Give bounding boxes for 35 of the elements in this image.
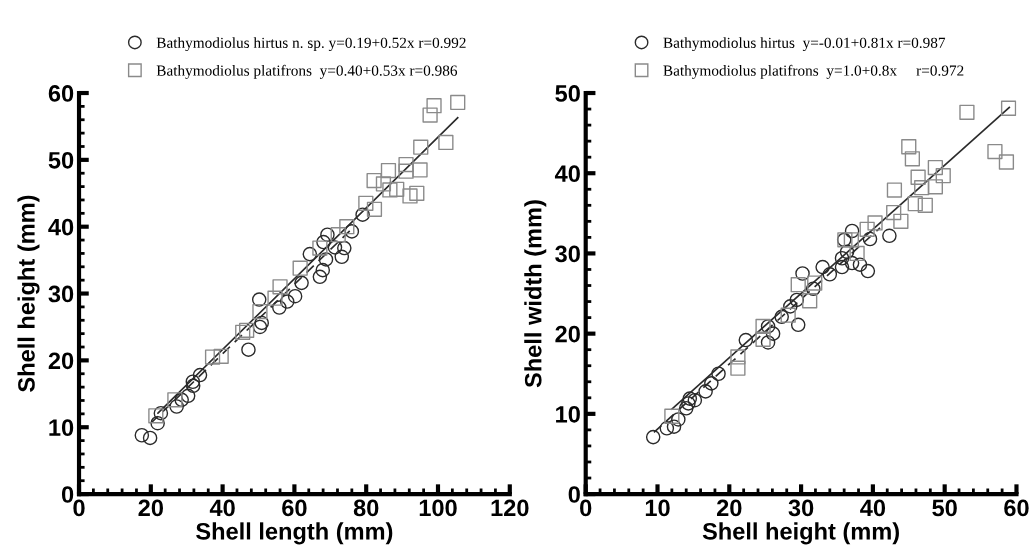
y-tick-label: 30 — [555, 245, 580, 263]
y-tick-label: 50 — [48, 151, 74, 169]
y-tick-label: 30 — [48, 285, 74, 303]
x-tick-label: 40 — [209, 499, 235, 517]
y-axis-title: Shell height (mm) — [17, 195, 40, 392]
legend-label: Bathymodiolus platifrons y=0.40+0.53x r=0.986 — [156, 64, 458, 79]
y-tick-label: 10 — [49, 419, 74, 437]
x-tick-label: 20 — [138, 499, 163, 517]
x-tick-label: 0 — [73, 499, 85, 517]
x-axis-title: Shell height (mm) — [702, 522, 899, 545]
y-tick-label: 0 — [61, 486, 74, 503]
x-axis-title: Shell length (mm) — [196, 522, 393, 545]
x-tick-label: 10 — [645, 499, 670, 517]
x-tick-label: 80 — [353, 499, 379, 517]
y-tick-label: 50 — [555, 85, 580, 102]
y-tick-label: 60 — [48, 85, 74, 102]
x-tick-label: 100 — [419, 499, 457, 517]
y-tick-label: 40 — [48, 218, 74, 236]
legend-label: Bathymodiolus platifrons y=1.0+0.8x r=0.972 — [663, 64, 964, 79]
legend-label: Bathymodiolus hirtus n. sp. y=0.19+0.52x r=0.992 — [156, 37, 466, 52]
y-tick-label: 10 — [556, 405, 580, 423]
x-tick-label: 40 — [860, 499, 886, 517]
x-tick-label: 60 — [1004, 499, 1029, 517]
x-tick-label: 30 — [788, 499, 814, 517]
legend-label: Bathymodiolus hirtus y=-0.01+0.81x r=0.987 — [663, 37, 946, 52]
y-tick-label: 40 — [554, 165, 580, 183]
y-axis-title: Shell width (mm) — [524, 200, 547, 388]
x-tick-label: 50 — [932, 499, 957, 517]
x-tick-label: 20 — [716, 499, 742, 517]
y-tick-label: 0 — [568, 486, 580, 503]
x-tick-label: 60 — [282, 499, 307, 517]
y-tick-label: 20 — [555, 325, 580, 343]
y-tick-label: 20 — [48, 352, 74, 370]
x-tick-label: 0 — [580, 499, 592, 517]
x-tick-label: 120 — [491, 499, 529, 517]
